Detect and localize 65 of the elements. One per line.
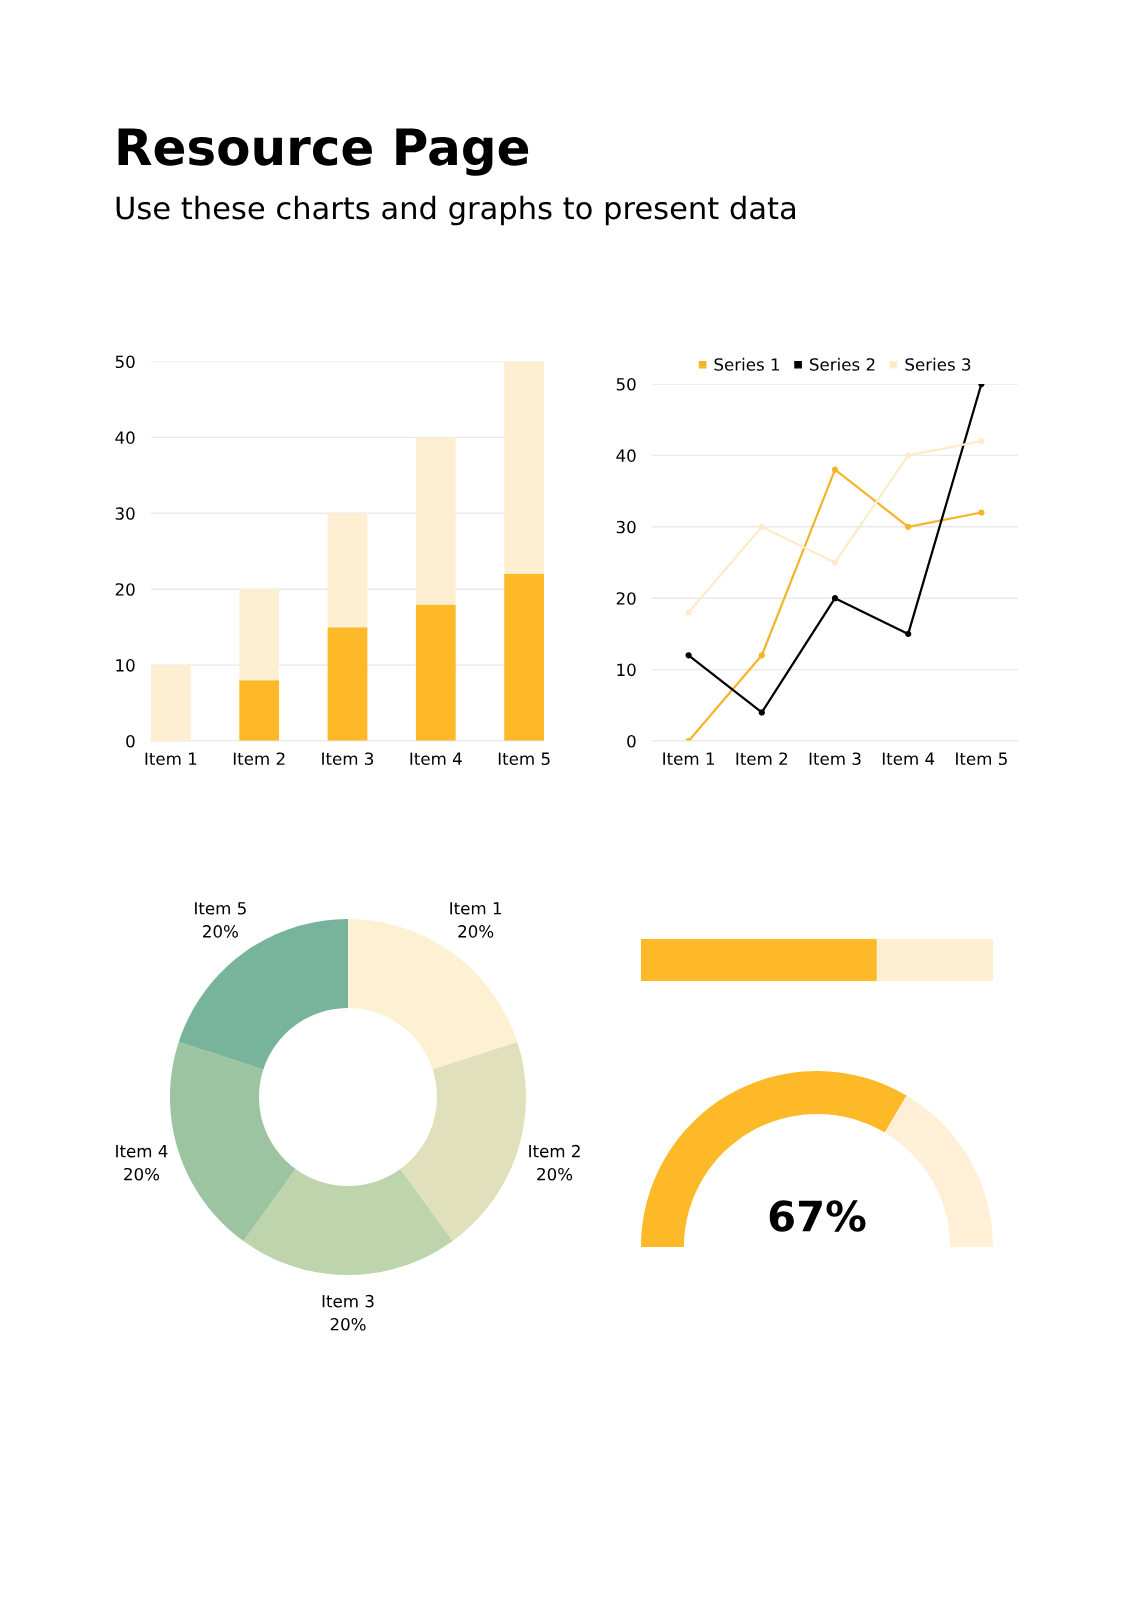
y-tick-label: 0 xyxy=(126,734,135,748)
y-tick-label: 10 xyxy=(617,663,636,677)
point xyxy=(978,437,985,445)
data-label: 20% xyxy=(458,925,494,938)
y-tick-label: 0 xyxy=(627,734,636,748)
y-tick-label: 30 xyxy=(616,520,636,534)
x-tick-label: Item 4 xyxy=(882,752,935,766)
x-tick-label: Item 5 xyxy=(956,752,1007,766)
point xyxy=(905,630,912,638)
donut-slice xyxy=(348,919,518,1070)
donut-slice xyxy=(243,1169,453,1275)
point xyxy=(831,466,839,473)
donut-slice xyxy=(178,919,348,1070)
x-tick-label: Item 1 xyxy=(663,752,714,766)
x-tick-label: Item 3 xyxy=(322,752,374,766)
x-tick-label: Item 4 xyxy=(410,752,462,766)
point xyxy=(758,523,765,530)
data-label: 20% xyxy=(537,1167,573,1181)
x-tick-label: Item 2 xyxy=(736,752,788,766)
bar xyxy=(415,437,456,605)
text: 67% xyxy=(769,1200,866,1232)
x-tick-label: Item 2 xyxy=(233,752,285,766)
legend-label: Series 1 xyxy=(714,357,780,371)
point xyxy=(905,523,912,530)
slice-label: Item 5 xyxy=(195,902,246,915)
bar xyxy=(239,589,280,681)
data-label: 20% xyxy=(203,925,238,938)
point xyxy=(978,509,985,516)
legend-label: Series 2 xyxy=(810,357,875,371)
slice-label: Item 4 xyxy=(116,1145,168,1158)
point xyxy=(831,595,839,602)
data-label: 20% xyxy=(330,1317,366,1331)
point xyxy=(685,652,692,659)
slice-label: Item 2 xyxy=(529,1144,580,1158)
bar xyxy=(151,665,191,741)
y-tick-label: 50 xyxy=(115,355,135,369)
y-tick-label: 30 xyxy=(115,507,135,520)
y-tick-label: 40 xyxy=(616,449,636,462)
legend-label: Series 3 xyxy=(905,357,971,371)
point xyxy=(758,709,765,716)
bar xyxy=(504,574,544,741)
x-tick-label: Item 1 xyxy=(145,752,197,766)
y-tick-label: 50 xyxy=(616,377,636,391)
bar xyxy=(239,680,280,741)
point xyxy=(831,559,839,566)
x-tick-label: Item 5 xyxy=(498,752,550,766)
point xyxy=(905,452,912,459)
bar xyxy=(415,604,456,741)
slice-label: Item 3 xyxy=(322,1294,374,1308)
y-tick-label: 40 xyxy=(115,431,135,444)
bar xyxy=(327,627,368,741)
bar xyxy=(327,513,368,628)
y-tick-label: 10 xyxy=(116,659,135,672)
point xyxy=(685,609,692,616)
slice-label: Item 1 xyxy=(450,902,502,915)
donut-slice xyxy=(170,1041,296,1242)
text: Resource Page xyxy=(118,128,529,176)
x-tick-label: Item 3 xyxy=(809,752,861,766)
y-tick-label: 20 xyxy=(115,583,135,596)
point xyxy=(758,652,765,659)
text: Use these charts and graphs to present data xyxy=(116,195,795,226)
y-tick-label: 20 xyxy=(616,592,636,605)
bar xyxy=(504,361,544,575)
data-label: 20% xyxy=(124,1167,160,1181)
donut-slice xyxy=(400,1041,526,1242)
